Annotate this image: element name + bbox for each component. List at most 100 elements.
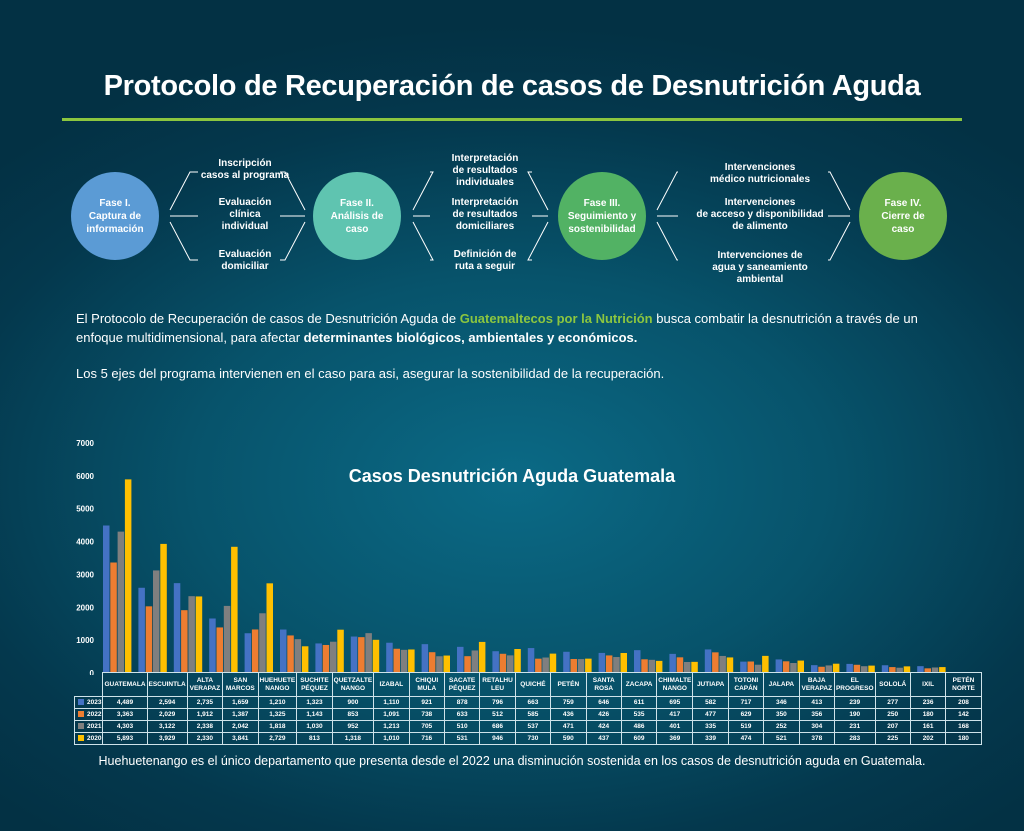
bar-2023 [350,636,358,673]
bar-2022 [145,606,153,673]
bar-2023 [244,633,252,673]
step-definicion-ruta: Definición de ruta a seguir [453,249,517,272]
legend-entry: 2022 [73,708,104,721]
legend-label: 2021 [87,722,102,730]
phase-1-circle: Fase I. Captura de información [71,172,159,260]
y-tick-label: 0 [90,669,95,675]
bar-2020 [691,661,698,673]
bar-2022 [712,652,719,673]
bar-2023 [386,642,393,673]
bar-2020 [620,652,627,673]
table-cell: 161 [909,720,947,733]
table-column-header: QUETZALTE NANGO [331,672,375,697]
table-column-header: QUICHÉ [514,672,552,697]
bar-2021 [400,649,408,673]
table-cell: 900 [331,696,375,709]
y-tick-label: 5000 [76,505,94,514]
table-cell: 590 [550,732,587,745]
bar-2020 [726,657,734,673]
bar-2022 [287,635,294,673]
title-underline [62,118,962,121]
table-cell: 646 [585,696,622,709]
connector-line [280,171,306,211]
legend-swatch [78,698,84,705]
bar-2021 [542,657,549,673]
bar-2020 [797,660,804,673]
table-cell: 585 [514,708,552,721]
table-column-header: HUEHUETE NANGO [257,672,298,697]
phase-4-label: Fase IV. Cierre de caso [881,197,925,235]
bar-2023 [103,525,110,673]
table-cell: 346 [763,696,800,709]
connector-line [656,171,678,211]
bar-2020 [514,649,521,673]
table-cell: 633 [443,708,481,721]
bar-2021 [719,655,726,673]
bar-2022 [535,658,542,673]
intro-text-b: busca combatir la desnutrición a través … [76,311,918,345]
axes-paragraph: Los 5 ejes del programa intervienen en e… [76,366,665,381]
bar-2021 [471,650,479,673]
step-intervenciones-agua: Intervenciones de agua y saneamiento amb… [712,250,808,285]
table-cell: 339 [692,732,729,745]
table-cell: 250 [874,708,911,721]
y-tick-label: 4000 [76,538,94,547]
table-cell: 512 [479,708,516,721]
table-cell: 5,893 [102,732,148,745]
bar-2022 [110,562,117,673]
bar-2020 [832,663,840,673]
table-cell: 277 [874,696,911,709]
table-cell: 471 [550,720,587,733]
table-cell: 369 [656,732,694,745]
bar-2022 [570,659,577,673]
table-cell: 3,122 [146,720,188,733]
table-cell: 236 [909,696,947,709]
bar-2021 [153,570,160,673]
bar-2020 [160,543,167,673]
table-column-header: SANTA ROSA [585,672,622,697]
table-cell: 3,841 [222,732,259,745]
table-cell: 730 [514,732,552,745]
bar-2023 [634,650,641,673]
table-cell: 239 [833,696,876,709]
connector-line [169,171,198,211]
table-row: 2023 4,489 2,594 2,735 1,659 1,210 1,323 900 1,1… [73,696,982,709]
table-cell: 813 [296,732,333,745]
table-cell: 1,110 [373,696,410,709]
table-cell: 2,735 [186,696,224,709]
table-cell: 335 [692,720,729,733]
intro-paragraph: El Protocolo de Recuperación de casos de… [76,309,956,347]
table-cell: 853 [331,708,375,721]
bar-2023 [492,651,499,673]
bar-2020 [231,546,238,673]
bar-2022 [782,661,790,673]
table-column-header: SACATE PÉQUEZ [443,672,481,697]
step-interpretacion-domiciliares: Interpretación de resultados domiciliare… [451,197,519,232]
step-interpretacion-individuales: Interpretación de resultados individuale… [451,153,519,188]
table-cell: 2,029 [146,708,188,721]
bar-2022 [499,653,507,673]
table-cell: 413 [798,696,835,709]
chart-title: Casos Desnutrición Aguda Guatemala [348,466,676,486]
table-cell: 304 [798,720,835,733]
table-cell: 1,318 [331,732,375,745]
bar-2023 [138,587,145,673]
bar-2020 [124,479,132,673]
bar-2021 [223,605,231,673]
table-cell: 252 [763,720,800,733]
table-cell: 2,330 [186,732,224,745]
table-cell: 4,303 [102,720,148,733]
table-cell: 1,143 [296,708,333,721]
bar-2023 [704,649,712,673]
phase-3-label: Fase III. Seguimiento y sostenibilidad [567,197,637,235]
table-cell: 3,929 [146,732,188,745]
table-cell: 537 [514,720,552,733]
connector-line [169,221,198,261]
table-cell: 510 [443,720,481,733]
bar-2020 [655,660,663,673]
bar-2020 [195,596,203,673]
phase-2-label: Fase II. Análisis de caso [330,197,384,235]
table-column-header: PETÉN NORTE [945,672,982,697]
data-table: GUATEMALA ESCUINTLA ALTA VERAPAZ SAN MARCOS… [73,672,982,745]
bar-2023 [917,666,924,673]
